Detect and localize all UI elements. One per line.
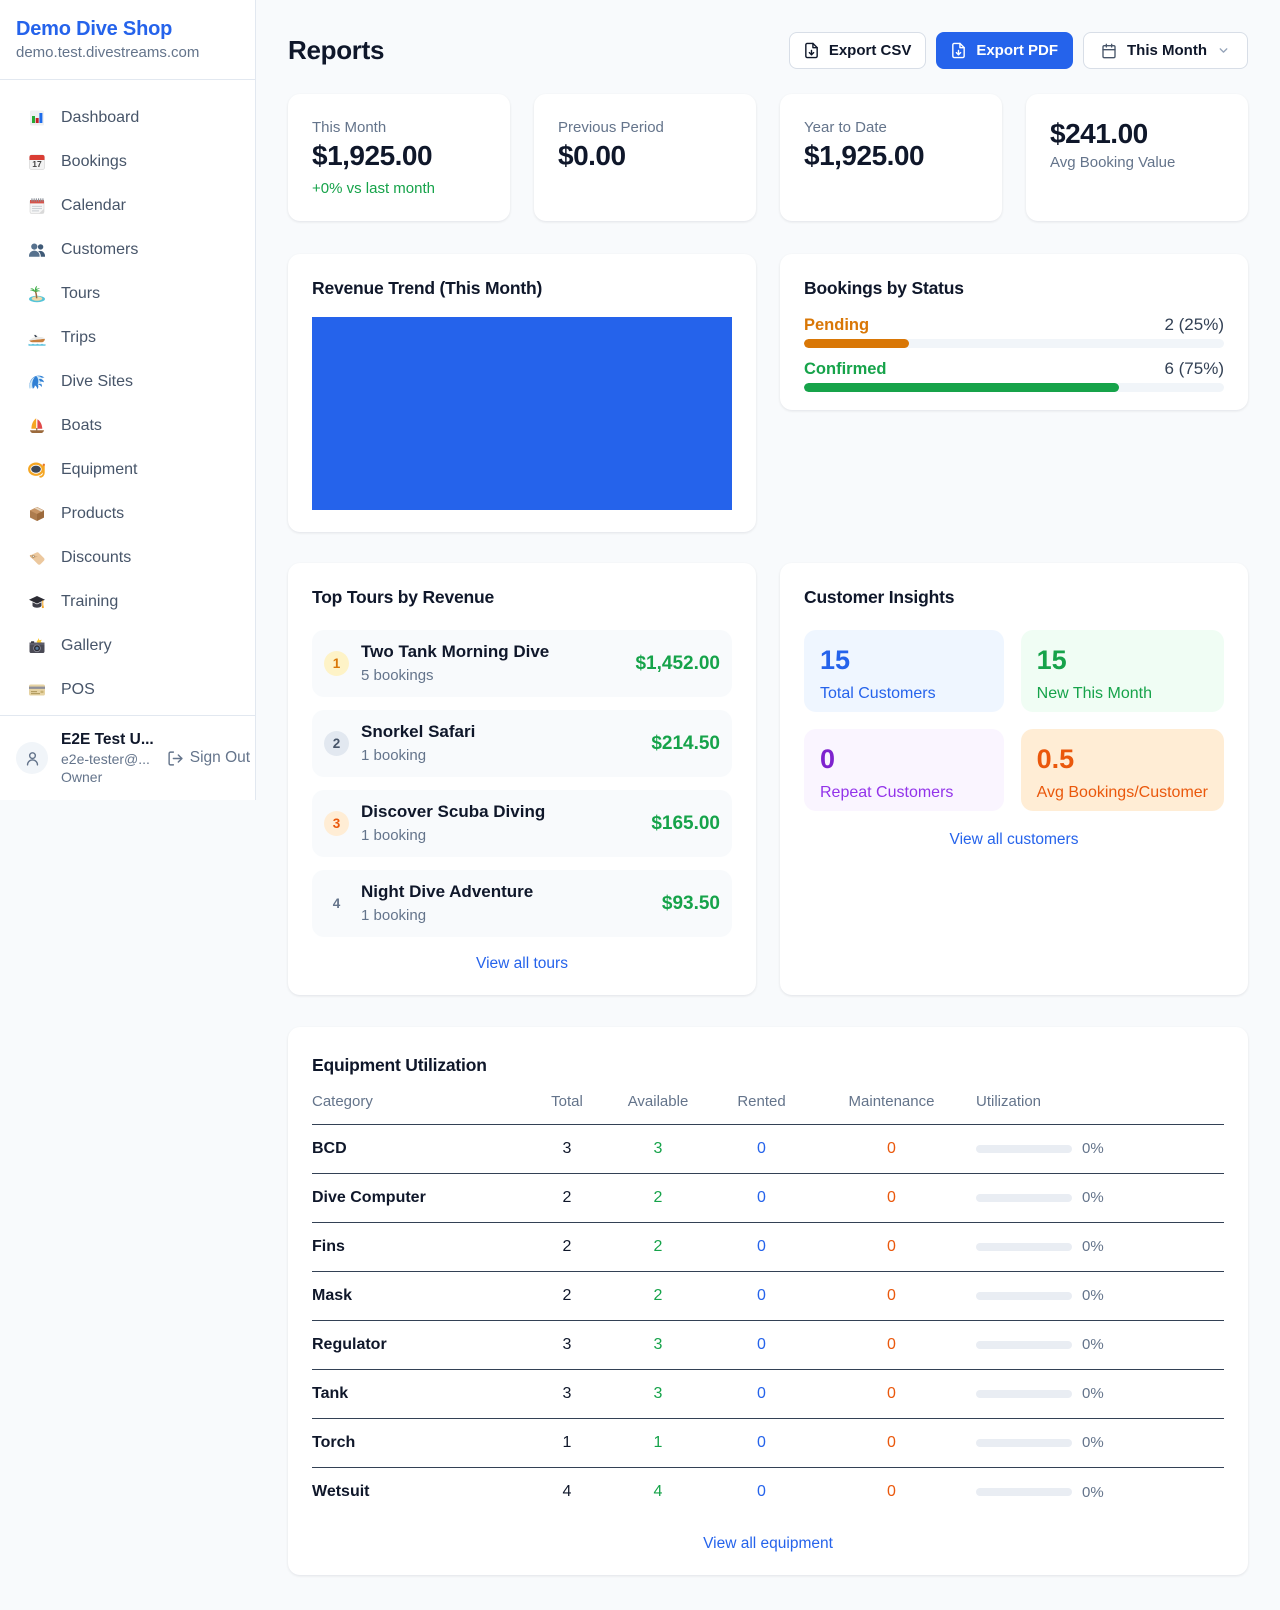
svg-text:17: 17 — [32, 159, 42, 169]
